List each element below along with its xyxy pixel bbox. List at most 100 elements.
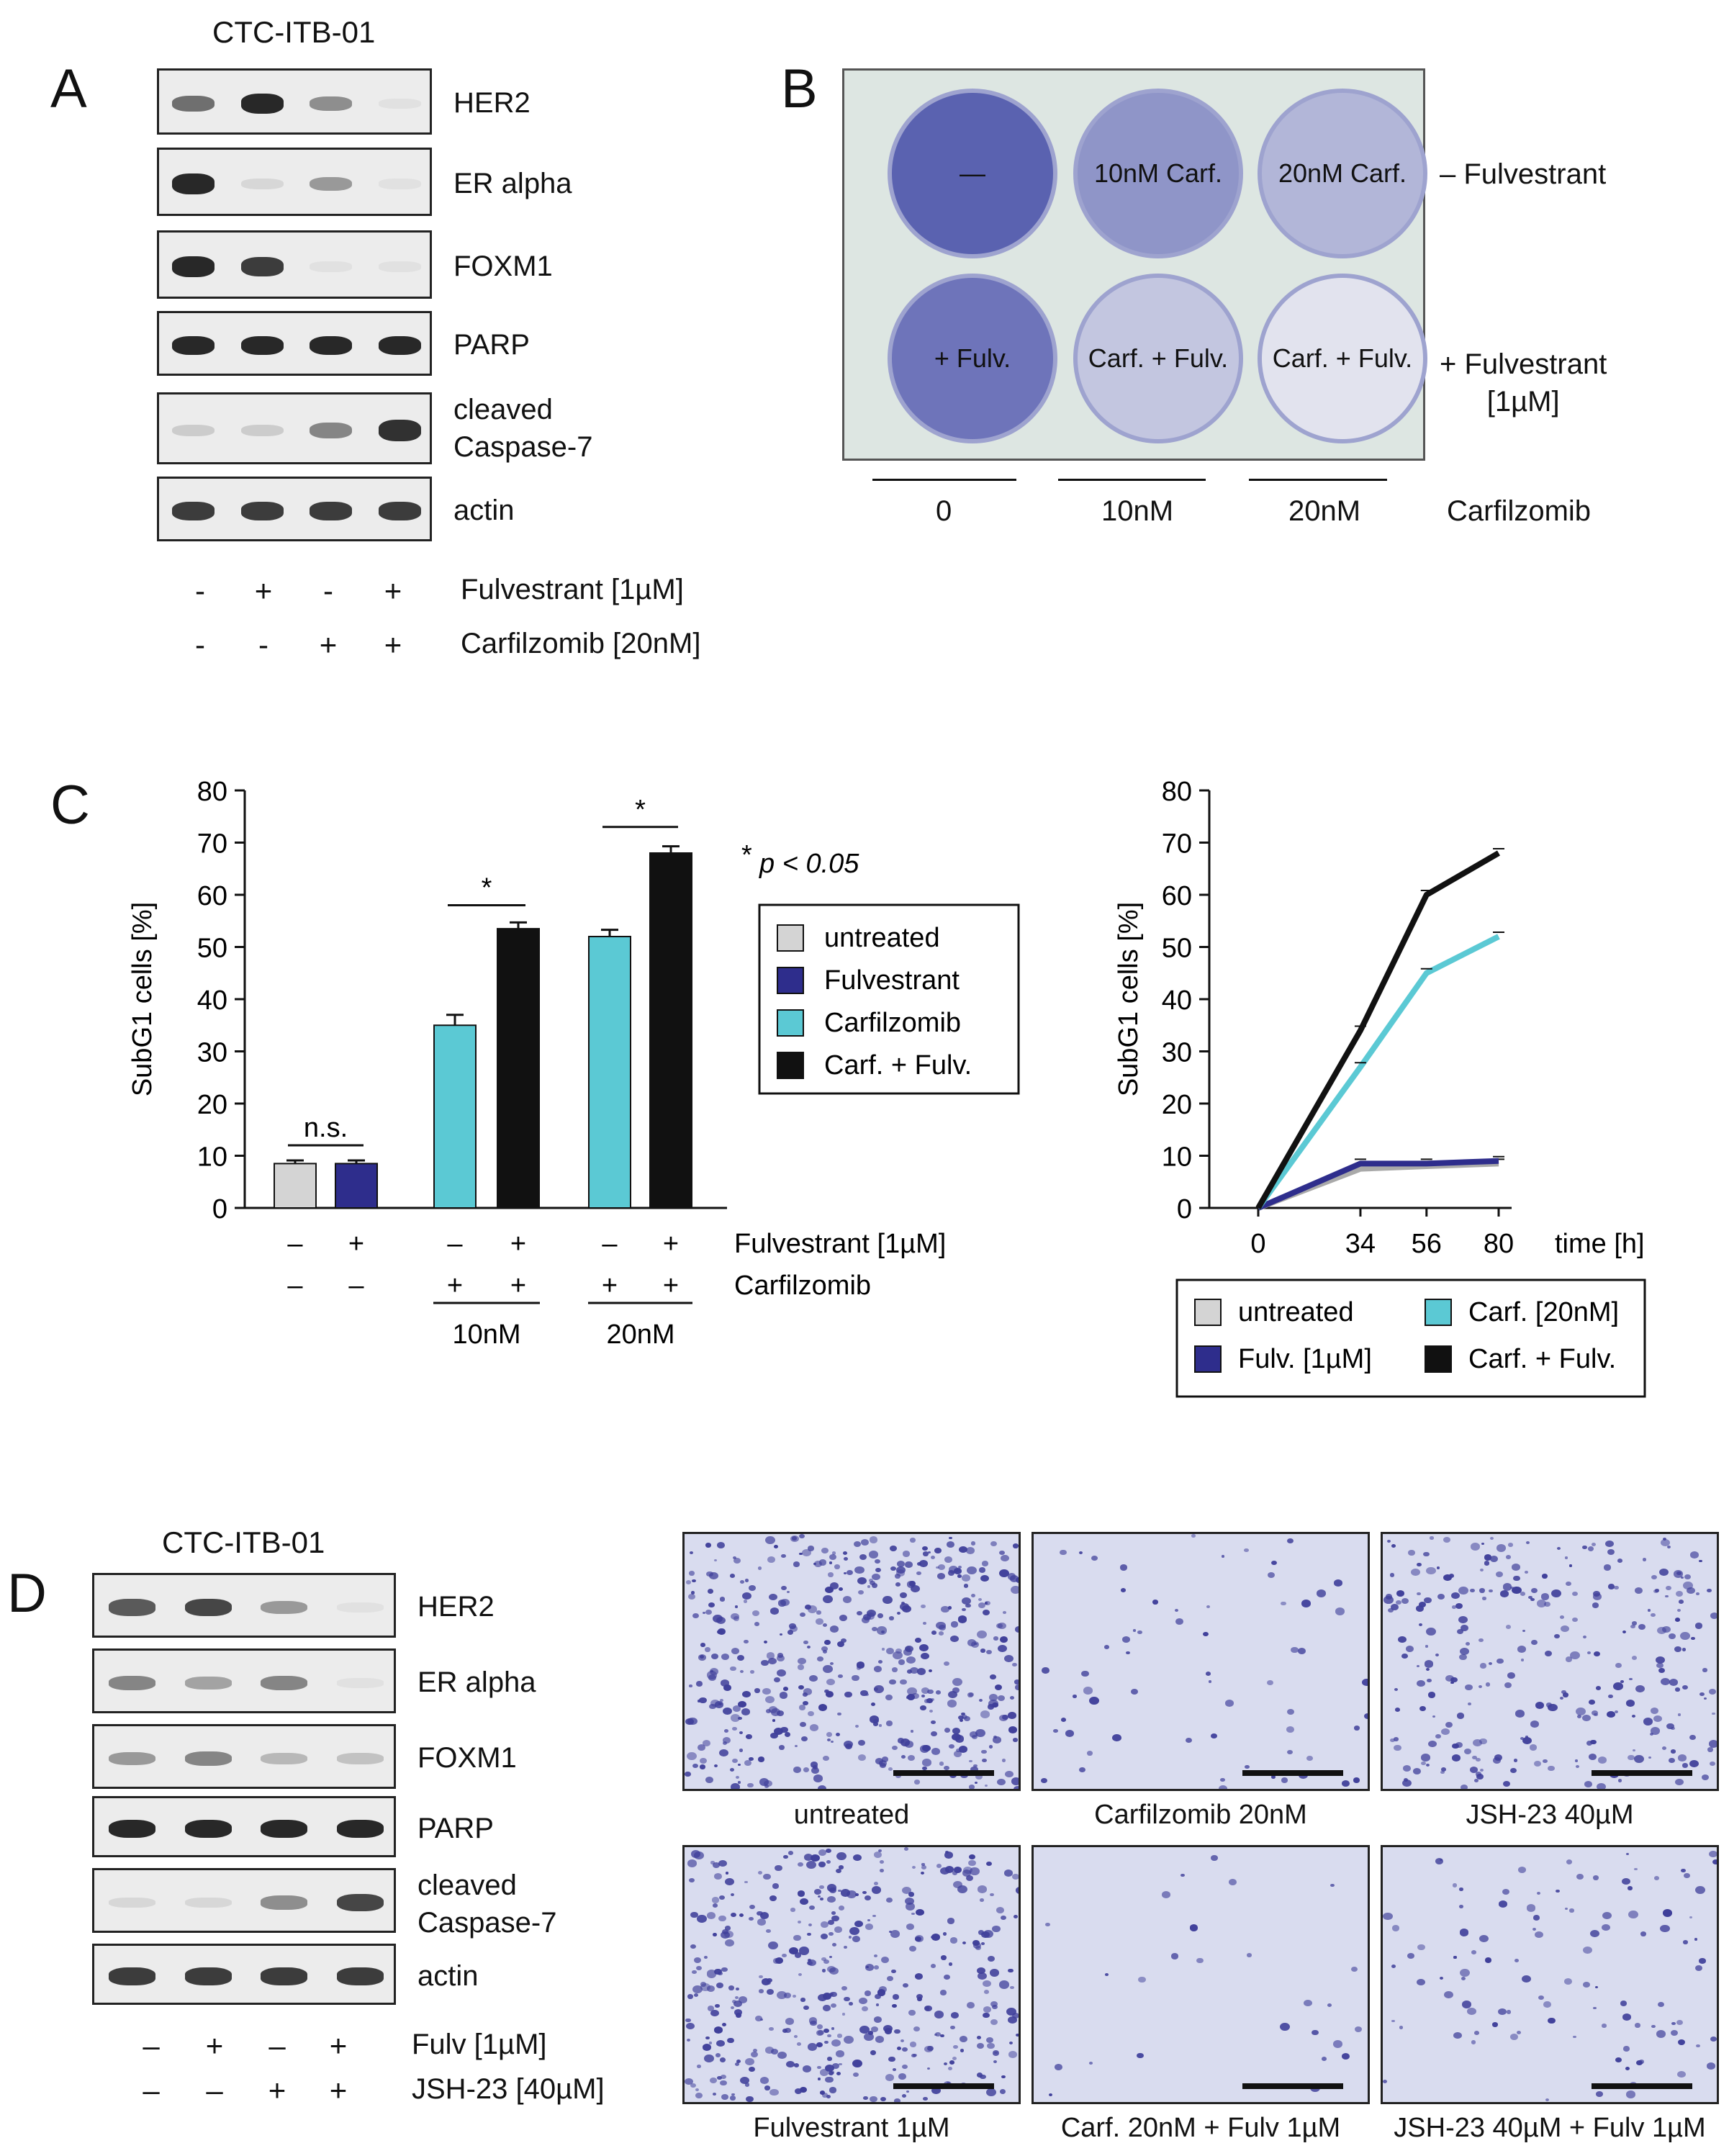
d-band [261, 1675, 308, 1691]
cell-dot [931, 1720, 936, 1725]
cell-dot [911, 1585, 921, 1593]
cell-dot [739, 1731, 744, 1735]
cell-dot [944, 1851, 953, 1859]
a-band [172, 424, 215, 437]
cell-dot [685, 1718, 694, 1726]
cell-dot [982, 1609, 990, 1616]
cell-dot [1660, 1924, 1670, 1933]
cell-dot [1674, 1646, 1682, 1652]
cell-dot [1635, 2023, 1641, 2028]
cell-dot [1014, 1679, 1019, 1684]
cell-dot [952, 2057, 957, 2061]
cell-dot [1513, 1759, 1518, 1763]
cell-dot [782, 1954, 787, 1958]
cell-dot [1507, 1672, 1516, 1679]
cell-dot [782, 1854, 788, 1859]
cell-dot [723, 1736, 731, 1744]
cell-dot [793, 1995, 796, 1998]
cell-dot [1427, 1678, 1432, 1683]
well-label: + Fulv. [934, 343, 1011, 373]
d-band [184, 1819, 232, 1839]
cell-dot [829, 1887, 837, 1893]
cell-dot [913, 2026, 920, 2032]
cell-dot [1520, 1591, 1526, 1596]
cell-dot [876, 1626, 887, 1635]
cell-dot [895, 1648, 902, 1654]
cell-dot [790, 1908, 795, 1912]
cell-dot [1426, 1763, 1430, 1767]
cell-dot [1593, 2006, 1597, 2010]
cell-dot [786, 1590, 790, 1594]
d-blot-5 [92, 1944, 396, 2005]
d-blot-label: ER alpha [417, 1666, 536, 1698]
cell-dot [1221, 1555, 1225, 1558]
cell-dot [1417, 1592, 1421, 1596]
cell-dot [1532, 1915, 1540, 1921]
cell-dot [730, 1768, 735, 1772]
cell-dot [1669, 1679, 1678, 1686]
cell-dot [705, 1776, 714, 1784]
cell-dot [1509, 2034, 1518, 2041]
cell-dot [785, 2017, 795, 2025]
cell-dot [888, 1616, 894, 1620]
cell-dot [1008, 1726, 1018, 1733]
cell-dot [720, 1679, 729, 1687]
cell-dot [873, 1851, 882, 1859]
cell-dot [895, 1582, 901, 1587]
cell-dot [1603, 1564, 1612, 1571]
cell-dot [794, 2034, 798, 2038]
cell-dot [938, 1631, 944, 1636]
cell-dot [767, 1941, 778, 1949]
cell-dot [1498, 1900, 1508, 1908]
cell-dot [838, 1889, 842, 1893]
cell-dot [970, 1541, 976, 1546]
cell-dot [976, 1630, 987, 1638]
cell-dot [818, 1994, 827, 2002]
cell-dot [685, 2078, 693, 2085]
fulv-sign: – [447, 1229, 463, 1259]
cell-dot [1473, 1739, 1482, 1747]
cell-dot [906, 1696, 910, 1699]
cell-dot [1303, 1999, 1312, 2007]
cell-dot [1459, 1647, 1469, 1655]
cell-dot [1041, 1667, 1049, 1674]
cell-dot [1591, 1710, 1598, 1715]
y-tick-label: 40 [1162, 985, 1192, 1016]
cell-dot [874, 1684, 884, 1693]
cell-dot [978, 1698, 983, 1702]
scale-bar [893, 2083, 994, 2089]
cell-dot [857, 1754, 867, 1761]
cell-dot [1459, 1654, 1468, 1661]
cell-dot [1126, 1651, 1130, 1654]
cell-dot [693, 1993, 699, 1997]
cell-dot [1648, 1756, 1651, 1759]
cell-dot [908, 2010, 916, 2016]
cell-dot [1586, 1741, 1593, 1746]
cell-dot [1653, 1715, 1662, 1723]
cell-dot [1669, 1758, 1675, 1764]
cell-dot [1480, 1569, 1484, 1572]
cell-dot [1569, 1908, 1574, 1913]
cell-dot [969, 1854, 976, 1860]
a-band [172, 502, 215, 520]
cell-dot [1003, 1611, 1006, 1614]
cell-dot [1427, 1692, 1436, 1698]
cell-dot [949, 2025, 955, 2029]
cell-dot [892, 1994, 900, 2001]
cell-dot [974, 1781, 978, 1785]
cell-dot [998, 1980, 1009, 1989]
cell-dot [1650, 1708, 1658, 1714]
cell-dot [906, 1923, 915, 1930]
cell-dot [704, 2054, 714, 2062]
cell-dot [1476, 1757, 1481, 1762]
cell-dot [1353, 1725, 1360, 1731]
cell-dot [1445, 1674, 1454, 1682]
cell-dot [1453, 1956, 1457, 1959]
cell-dot [877, 1989, 886, 1996]
d-blot-4 [92, 1868, 396, 1933]
cell-dot [1666, 1723, 1674, 1730]
cell-dot [785, 2027, 792, 2033]
cell-dot [1353, 1777, 1360, 1783]
cell-dot [959, 1546, 968, 1553]
cell-dot [1614, 1710, 1618, 1714]
